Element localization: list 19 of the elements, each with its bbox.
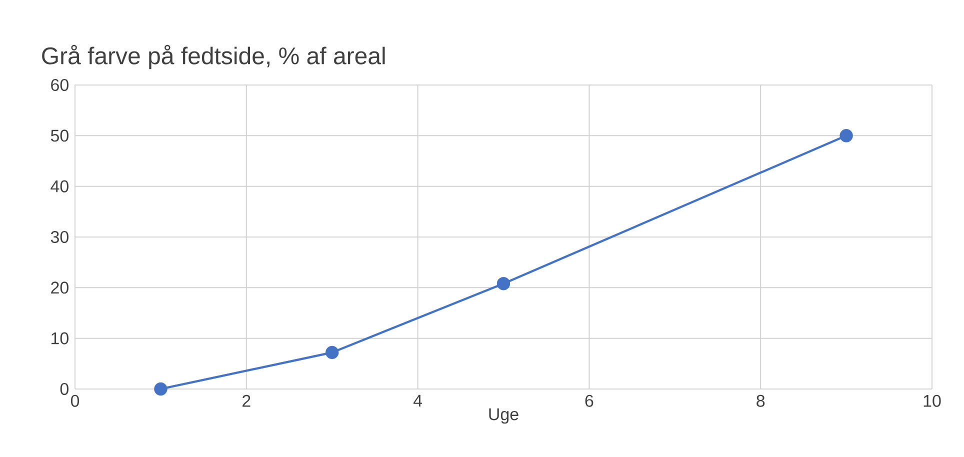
chart-title: Grå farve på fedtside, % af areal [42,44,385,70]
y-tick-label: 20 [51,282,68,294]
x-tick-label: 0 [70,394,80,407]
x-tick-label: 10 [924,394,941,407]
y-tick-label: 0 [60,382,68,396]
x-tick-label: 4 [413,394,422,407]
point [154,382,168,396]
x-tick-label: 2 [242,394,250,407]
y-tick-label: 40 [50,180,68,192]
point [326,346,339,360]
point [840,129,853,142]
y-tick-label: 30 [50,230,68,244]
y-tick-label: 10 [52,332,68,344]
y-tick-label: 50 [50,130,68,142]
point [496,277,510,290]
y-tick-label: 60 [51,78,68,92]
x-tick-label: 8 [756,394,765,407]
x-tick-label: 6 [585,394,594,407]
x-axis-title: Uge [489,408,518,424]
